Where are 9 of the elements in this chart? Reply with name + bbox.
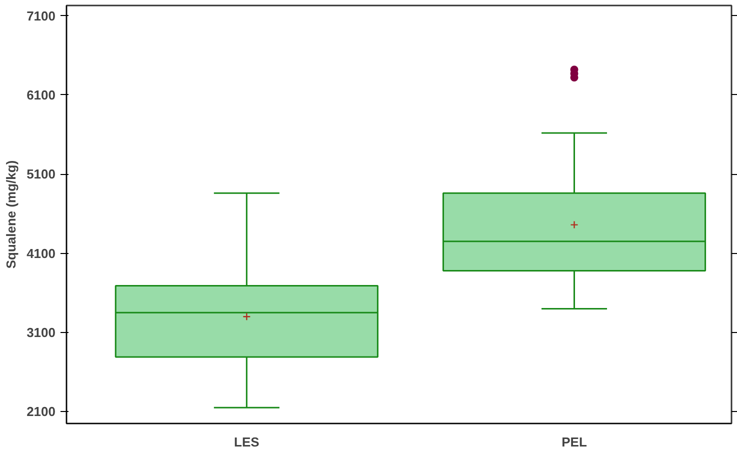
y-tick-label: 2100 [26,404,56,420]
x-tick-label: PEL [562,434,587,450]
y-tick-label: 4100 [26,246,56,261]
x-tick-label: LES [234,434,260,450]
y-tick-label: 6100 [26,87,56,102]
y-axis-title: Squalene (mg/kg) [4,160,19,269]
y-tick-label: 5100 [26,166,56,182]
y-tick-label: 3100 [26,324,56,340]
y-tick-label: 7100 [26,8,56,24]
